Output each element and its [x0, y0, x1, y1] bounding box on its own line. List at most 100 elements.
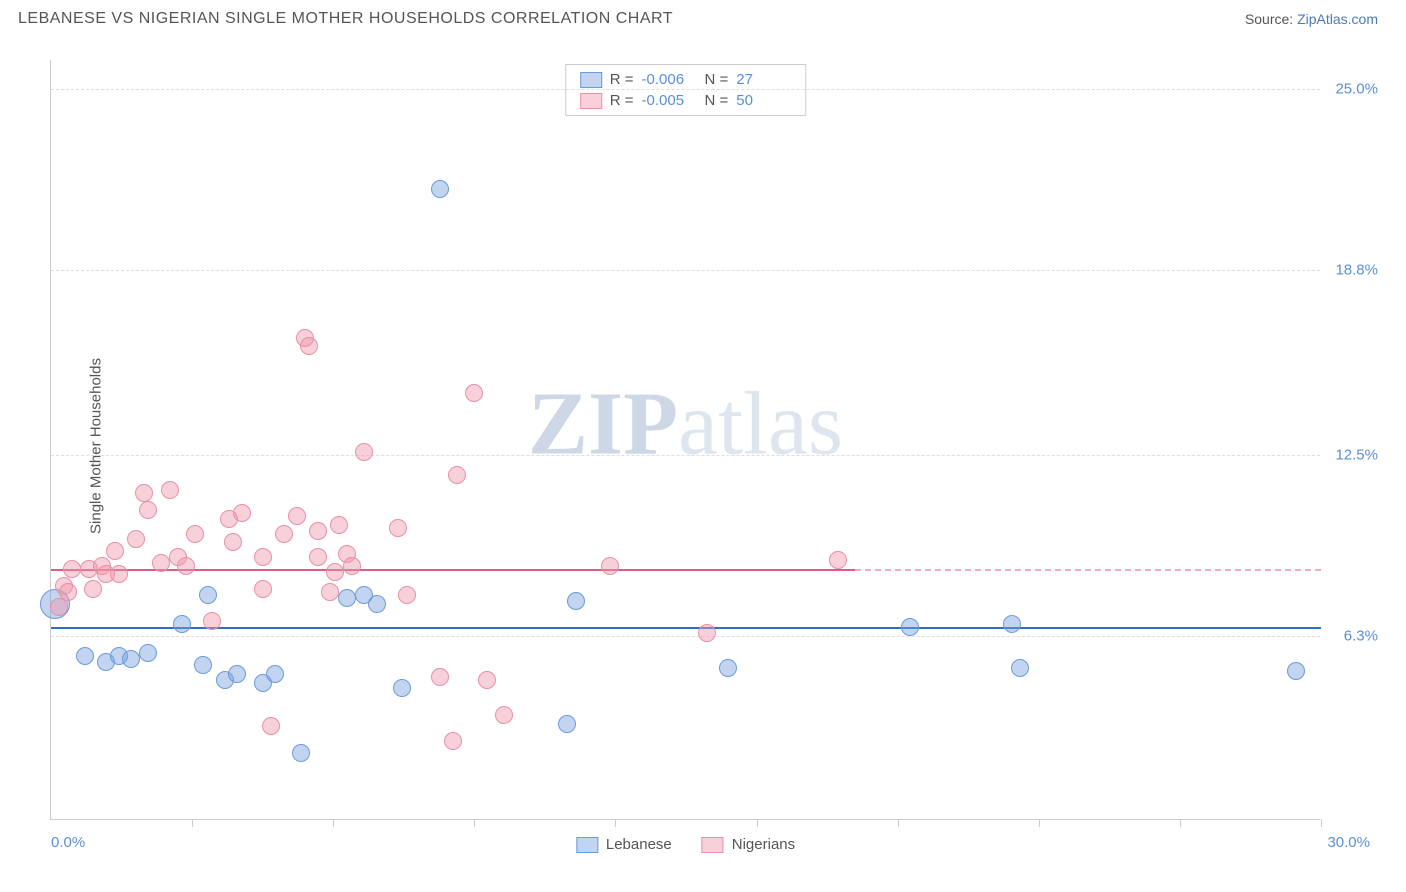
- legend-stat-row: R = -0.006 N = 27: [580, 69, 792, 90]
- data-point: [135, 484, 153, 502]
- x-axis-max-label: 30.0%: [1327, 834, 1370, 851]
- legend-r-value: -0.005: [642, 92, 697, 109]
- data-point: [84, 580, 102, 598]
- x-tick: [474, 819, 475, 827]
- data-point: [122, 650, 140, 668]
- data-point: [719, 659, 737, 677]
- data-point: [228, 665, 246, 683]
- source-link[interactable]: ZipAtlas.com: [1297, 11, 1378, 27]
- data-point: [1003, 615, 1021, 633]
- chart-area: ZIPatlas R =-0.006N =27R =-0.005N =50 Le…: [50, 60, 1350, 820]
- data-point: [326, 563, 344, 581]
- data-point: [173, 615, 191, 633]
- data-point: [59, 583, 77, 601]
- data-point: [431, 668, 449, 686]
- data-point: [321, 583, 339, 601]
- chart-title: LEBANESE VS NIGERIAN SINGLE MOTHER HOUSE…: [18, 10, 673, 28]
- data-point: [194, 656, 212, 674]
- data-point: [444, 732, 462, 750]
- data-point: [203, 612, 221, 630]
- data-point: [266, 665, 284, 683]
- x-tick: [1180, 819, 1181, 827]
- legend-swatch: [702, 837, 724, 853]
- data-point: [338, 589, 356, 607]
- x-axis-min-label: 0.0%: [51, 834, 85, 851]
- data-point: [300, 337, 318, 355]
- data-point: [309, 522, 327, 540]
- legend-n-label: N =: [705, 71, 729, 88]
- data-point: [355, 443, 373, 461]
- data-point: [186, 525, 204, 543]
- data-point: [161, 481, 179, 499]
- legend-n-value: 50: [736, 92, 791, 109]
- legend-r-label: R =: [610, 92, 634, 109]
- data-point: [558, 715, 576, 733]
- data-point: [262, 717, 280, 735]
- legend-swatch: [580, 72, 602, 88]
- data-point: [389, 519, 407, 537]
- source-prefix: Source:: [1245, 11, 1297, 27]
- x-tick: [757, 819, 758, 827]
- data-point: [110, 565, 128, 583]
- data-point: [601, 557, 619, 575]
- data-point: [106, 542, 124, 560]
- legend-n-value: 27: [736, 71, 791, 88]
- data-point: [152, 554, 170, 572]
- data-point: [63, 560, 81, 578]
- data-point: [901, 618, 919, 636]
- data-point: [309, 548, 327, 566]
- data-point: [199, 586, 217, 604]
- data-point: [254, 548, 272, 566]
- x-tick: [1321, 819, 1322, 827]
- legend-swatch: [576, 837, 598, 853]
- gridline: [51, 455, 1320, 456]
- legend-r-value: -0.006: [642, 71, 697, 88]
- data-point: [478, 671, 496, 689]
- watermark: ZIPatlas: [528, 373, 843, 476]
- data-point: [465, 384, 483, 402]
- data-point: [567, 592, 585, 610]
- gridline: [51, 89, 1320, 90]
- chart-source: Source: ZipAtlas.com: [1245, 11, 1378, 27]
- legend-swatch: [580, 93, 602, 109]
- x-tick: [192, 819, 193, 827]
- gridline: [51, 636, 1320, 637]
- y-tick-label: 6.3%: [1344, 627, 1378, 644]
- data-point: [275, 525, 293, 543]
- data-point: [292, 744, 310, 762]
- data-point: [431, 180, 449, 198]
- data-point: [139, 644, 157, 662]
- data-point: [330, 516, 348, 534]
- data-point: [76, 647, 94, 665]
- trend-line: [51, 627, 1321, 629]
- data-point: [139, 501, 157, 519]
- trend-line-dashed: [855, 569, 1321, 571]
- legend-item: Lebanese: [576, 836, 672, 853]
- data-point: [368, 595, 386, 613]
- data-point: [177, 557, 195, 575]
- legend-n-label: N =: [705, 92, 729, 109]
- legend-label: Nigerians: [732, 836, 795, 853]
- legend-series: Lebanese Nigerians: [576, 836, 795, 853]
- x-tick: [898, 819, 899, 827]
- legend-r-label: R =: [610, 71, 634, 88]
- gridline: [51, 270, 1320, 271]
- data-point: [343, 557, 361, 575]
- scatter-plot: ZIPatlas R =-0.006N =27R =-0.005N =50 Le…: [50, 60, 1320, 820]
- data-point: [288, 507, 306, 525]
- legend-label: Lebanese: [606, 836, 672, 853]
- legend-stat-row: R = -0.005 N = 50: [580, 90, 792, 111]
- data-point: [829, 551, 847, 569]
- y-tick-label: 18.8%: [1335, 262, 1378, 279]
- legend-item: Nigerians: [702, 836, 795, 853]
- x-tick: [615, 819, 616, 827]
- y-tick-label: 12.5%: [1335, 446, 1378, 463]
- x-tick: [333, 819, 334, 827]
- data-point: [127, 530, 145, 548]
- data-point: [254, 580, 272, 598]
- data-point: [1011, 659, 1029, 677]
- trend-line: [51, 569, 855, 571]
- data-point: [448, 466, 466, 484]
- data-point: [495, 706, 513, 724]
- data-point: [398, 586, 416, 604]
